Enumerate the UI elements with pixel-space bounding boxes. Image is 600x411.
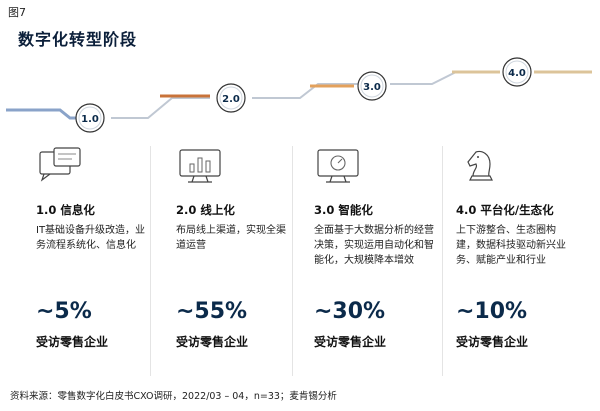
stage-percent-label: 受访零售企业 (314, 335, 387, 349)
stage-percent: ~30% (314, 299, 386, 324)
stage-percent-label: 受访零售企业 (36, 335, 109, 349)
column-divider (292, 146, 293, 376)
stage-percent: ~55% (176, 299, 248, 324)
stage-line-1 (6, 97, 210, 120)
stage-percent-label: 受访零售企业 (176, 335, 249, 349)
stage-node-label: 1.0 (81, 114, 99, 125)
stage-node-label: 2.0 (222, 94, 240, 105)
chat-screen-icon (39, 147, 81, 182)
stage-description: 布局线上渠道，实现全渠道运营 (176, 225, 286, 251)
stage-description: 上下游整合、生态圈构建，数据科技驱动新兴业务、赋能产业和行业 (456, 225, 566, 266)
stage-node-label: 4.0 (508, 68, 526, 79)
figure-label: 图7 (8, 6, 26, 19)
stage-percent: ~10% (456, 299, 528, 324)
stage-description: 全面基于大数据分析的经营决策，实现运用自动化和智能化，大规模降本增效 (314, 225, 434, 266)
source-note: 资料来源：零售数字化白皮书CXO调研，2022/03 – 04，n=33；麦肯锡… (10, 391, 337, 402)
stage-title: 4.0 平台化/生态化 (456, 203, 554, 217)
stage-title: 3.0 智能化 (314, 203, 373, 217)
stage-percent-label: 受访零售企业 (456, 335, 529, 349)
stage-node-1: 1.0 (75, 103, 105, 133)
gauge-monitor-icon (317, 149, 359, 183)
stage-title: 2.0 线上化 (176, 203, 235, 217)
stage-staircase: 1.0 2.0 3.0 4.0 (6, 57, 592, 133)
column-divider (442, 146, 443, 376)
stage-node-4: 4.0 (502, 57, 532, 87)
bar-chart-monitor-icon (179, 149, 221, 183)
stage-node-2: 2.0 (216, 83, 246, 113)
chess-knight-icon (467, 150, 493, 181)
stage-description: IT基础设备升级改造，业务流程系统化、信息化 (36, 225, 146, 251)
stage-title: 1.0 信息化 (36, 203, 95, 217)
stage-percent: ~5% (36, 299, 92, 324)
stage-node-label: 3.0 (363, 82, 381, 93)
stage-node-3: 3.0 (357, 71, 387, 101)
figure-title: 数字化转型阶段 (18, 30, 138, 49)
stage-line-2 (160, 83, 358, 99)
column-divider (150, 146, 151, 376)
